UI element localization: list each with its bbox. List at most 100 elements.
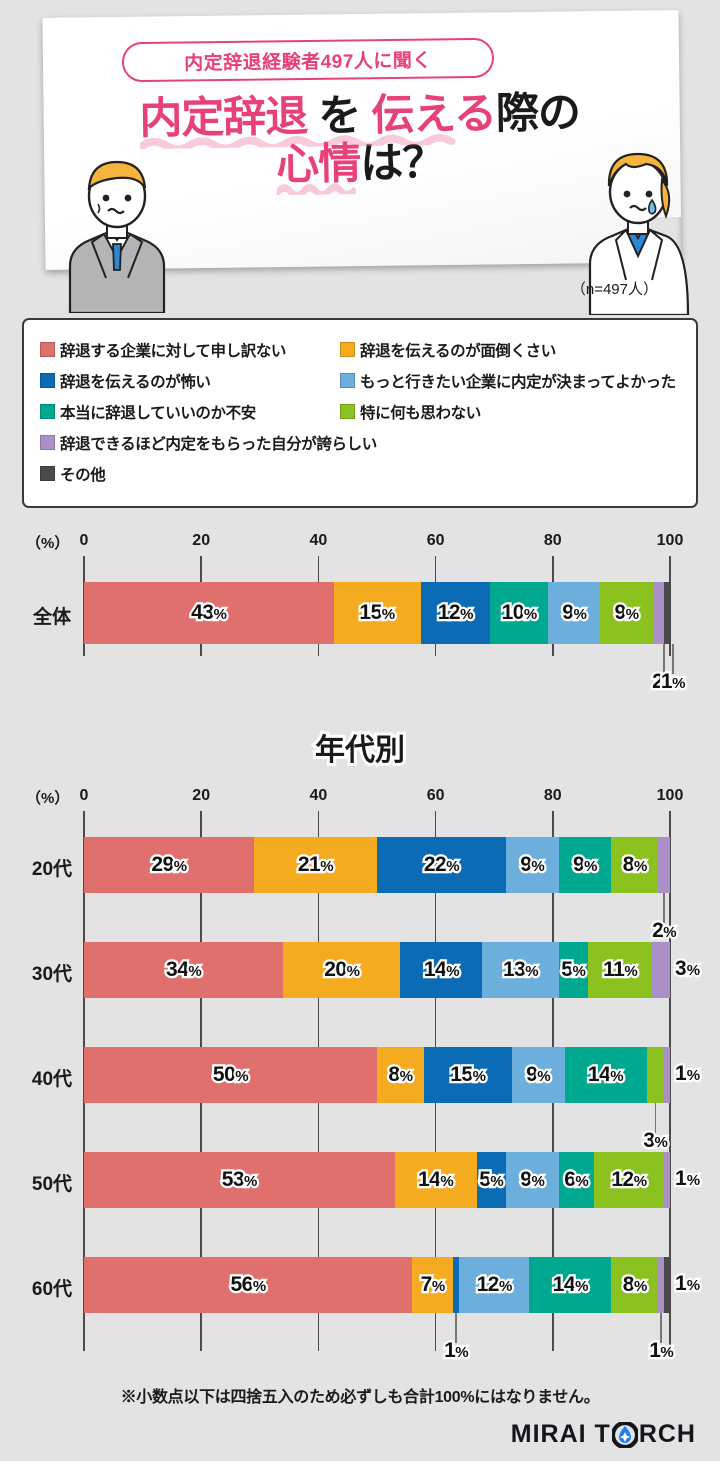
segment-value-label: 21%: [296, 851, 336, 879]
axis-unit-label-age: （%）: [26, 790, 70, 807]
segment-value-label: 50%: [211, 1061, 251, 1089]
legend-label-6: 辞退できるほど内定をもらった自分が誇らしい: [60, 435, 377, 453]
segment-value-label: 12%: [474, 1271, 514, 1299]
bar-segment: 12%: [420, 582, 491, 644]
bar-segment: 43%: [84, 582, 334, 644]
segment-value-label: 9%: [518, 1166, 547, 1194]
brand-name-right: RCH: [638, 1420, 696, 1448]
segment-value-label: 9%: [518, 851, 547, 879]
bar-segment: 5%: [558, 942, 588, 998]
segment-value-label: 34%: [164, 956, 204, 984]
overall-chart: （%） 0 20 40 60 80 100 2% 1% 全体 43% 15% 12% 10% 9% 9%: [0, 530, 720, 695]
segment-value-label-outside: 2%: [650, 917, 679, 945]
axis-tick-80: 80: [543, 532, 562, 549]
row-label: 50代: [31, 1174, 73, 1195]
segment-value-label: 12%: [609, 1166, 649, 1194]
age-chart: （%） 0 20 40 60 80 100 2% 20代 29% 21% 22% 9% 9% 8% 3% 3…: [0, 785, 720, 1364]
bar-row: 60代 56% 7% 12% 14% 8%: [0, 1257, 720, 1313]
segment-value-label: 9%: [524, 1061, 553, 1089]
bar-segment: 8%: [377, 1047, 424, 1103]
bar-segment: 14%: [394, 1152, 477, 1208]
bar-segment: 14%: [564, 1047, 647, 1103]
legend-label-4: 本当に辞退していいのか不安: [60, 404, 256, 422]
bar-segment: 53%: [84, 1152, 395, 1208]
row-label: 全体: [32, 607, 71, 628]
bar-segment: 9%: [505, 1152, 559, 1208]
bar-segment: 14%: [529, 1257, 612, 1313]
segment-value-label: 22%: [422, 851, 462, 879]
legend-swatch-2: [40, 373, 55, 388]
segment-value-label: 53%: [219, 1166, 259, 1194]
axis-tick-100: 100: [656, 787, 684, 804]
segment-value-label-outside: 1%: [659, 668, 688, 696]
leader-line: [672, 644, 674, 674]
bar-segment: 15%: [333, 582, 421, 644]
axis-tick-0: 0: [79, 787, 89, 804]
bar-row: 40代 50% 8% 15% 9% 14%: [0, 1047, 720, 1103]
woman-illustration: [588, 152, 690, 315]
bar-segment: [664, 582, 671, 644]
bar-row: 30代 34% 20% 14% 13% 5% 11%: [0, 942, 720, 998]
segment-value-label-outside: 3%: [641, 1127, 670, 1155]
bar-segment: [652, 942, 670, 998]
brand-name-left: MIRAI T: [510, 1420, 611, 1448]
axis-unit-label: （%）: [26, 535, 70, 552]
axis-tick-20: 20: [192, 532, 211, 549]
row-label: 20代: [31, 859, 73, 880]
bar-segment: 10%: [490, 582, 549, 644]
legend-label-0: 辞退する企業に対して申し訳ない: [60, 342, 287, 360]
row-label: 60代: [31, 1279, 73, 1300]
page-title: 内定辞退 を 伝える 際の 心情 は？: [79, 88, 640, 196]
segment-value-label: 29%: [149, 851, 189, 879]
segment-value-label: 6%: [562, 1166, 591, 1194]
legend-item-6: 辞退できるほど内定をもらった自分が誇らしい: [40, 432, 377, 454]
legend-swatch-3: [340, 373, 355, 388]
legend-item-3: もっと行きたい企業に内定が決まってよかった: [340, 370, 676, 392]
segment-value-label: 5%: [477, 1166, 506, 1194]
bar-segment: 12%: [593, 1152, 665, 1208]
bar-segment: [652, 582, 665, 644]
legend-swatch-6: [40, 435, 55, 450]
segment-value-label: 8%: [621, 851, 650, 879]
segment-value-label: 15%: [448, 1061, 488, 1089]
axis-tick-60: 60: [426, 787, 445, 804]
bar-segment: 50%: [84, 1047, 377, 1103]
segment-value-label: 9%: [571, 851, 600, 879]
bar-segment: 15%: [423, 1047, 512, 1103]
bar-segment: 21%: [253, 837, 377, 893]
gridline: [83, 811, 85, 1351]
bar-segment: 8%: [611, 837, 659, 893]
footnote: ※小数点以下は四捨五入のため必ずしも合計100%にはなりません。: [120, 1389, 600, 1406]
bar-segment: 22%: [376, 837, 506, 893]
segment-value-label-outside: 2%: [650, 668, 679, 696]
legend-label-2: 辞退を伝えるのが怖い: [60, 373, 211, 391]
segment-value-label: 12%: [435, 599, 475, 627]
legend-swatch-0: [40, 342, 55, 357]
bar-segment: 12%: [459, 1257, 530, 1313]
segment-value-label-right: 3%: [673, 955, 703, 983]
segment-value-label: 11%: [601, 956, 640, 984]
bar-row: 50代 53% 14% 5% 9% 6% 12%: [0, 1152, 720, 1208]
segment-value-label-right: 1%: [673, 1060, 703, 1088]
bar-segment: 8%: [611, 1257, 659, 1313]
segment-value-label: 7%: [418, 1271, 447, 1299]
axis-tick-80: 80: [543, 787, 562, 804]
bar-row: 全体 43% 15% 12% 10% 9% 9%: [0, 582, 720, 644]
legend-swatch-5: [340, 404, 355, 419]
legend-item-2: 辞退を伝えるのが怖い: [40, 370, 340, 392]
stacked-bar: 56% 7% 12% 14% 8%: [84, 1257, 670, 1313]
axis-tick-60: 60: [426, 532, 445, 549]
legend-swatch-4: [40, 404, 55, 419]
bar-segment: [658, 837, 670, 893]
segment-value-label: 20%: [322, 956, 362, 984]
bar-segment: 9%: [505, 837, 559, 893]
bar-segment: 9%: [558, 837, 612, 893]
headline-part-6: は？: [360, 138, 445, 189]
segment-value-label: 10%: [499, 599, 539, 627]
axis-tick-0: 0: [79, 532, 89, 549]
segment-value-label-outside: 1%: [647, 1337, 676, 1365]
row-label: 30代: [31, 964, 73, 985]
bar-segment: 20%: [283, 942, 401, 998]
bar-row: 20代 29% 21% 22% 9% 9% 8%: [0, 837, 720, 893]
legend-item-1: 辞退を伝えるのが面倒くさい: [340, 339, 556, 361]
